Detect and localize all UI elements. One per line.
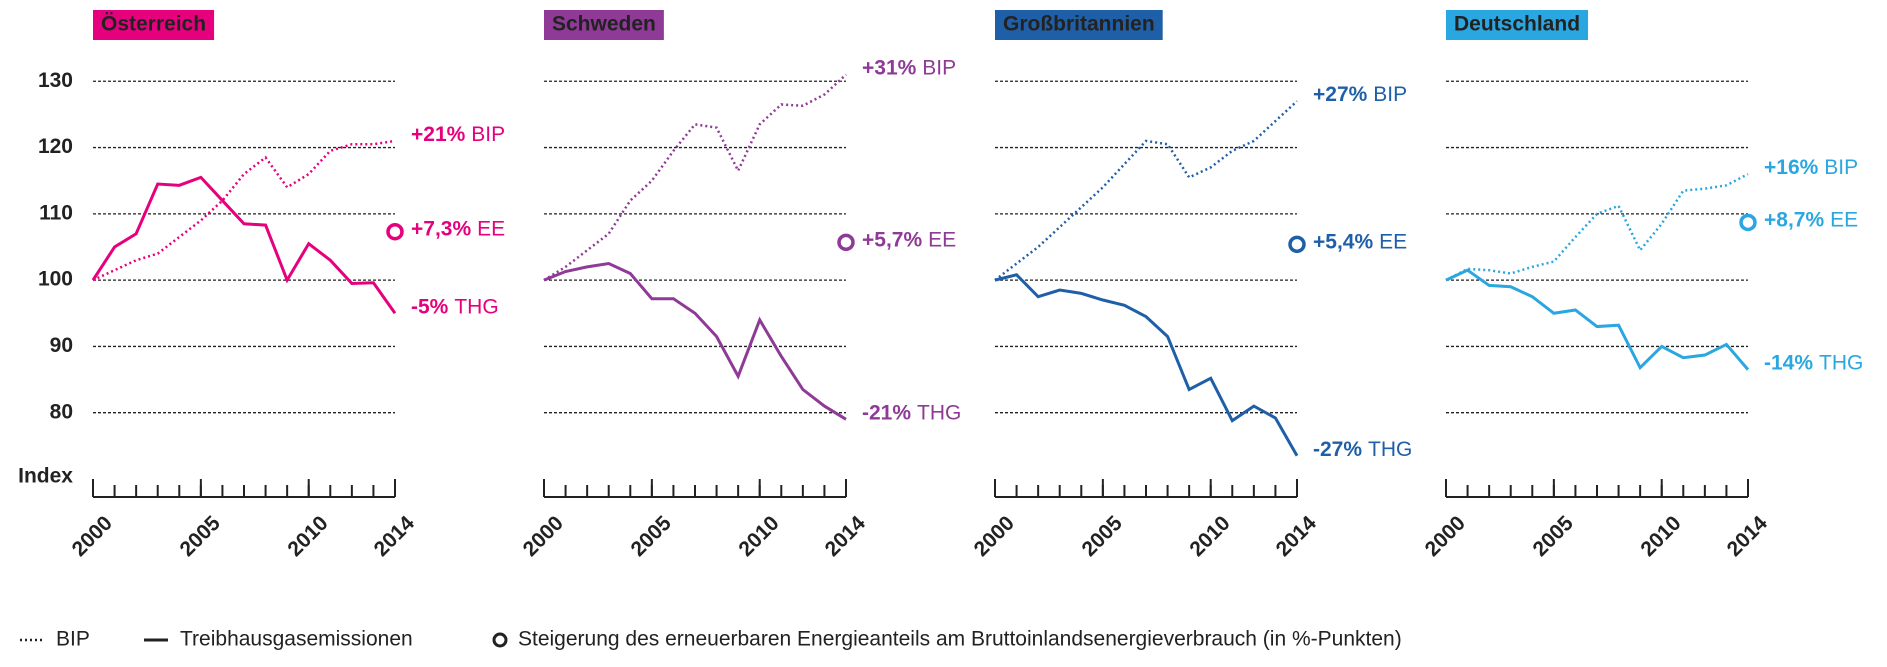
end-label-label: THG [917, 401, 961, 424]
end-label-change: -27% [1313, 437, 1362, 460]
end-label-label: BIP [1373, 83, 1407, 106]
ee-point [837, 233, 855, 252]
legend-bip: BIP [56, 628, 90, 651]
x-tick-label: 2014 [821, 511, 871, 561]
ee-label-label: EE [477, 217, 505, 240]
end-label-label: THG [1368, 437, 1412, 460]
x-tick-label: 2010 [283, 512, 332, 561]
ee-label-label: EE [1830, 208, 1858, 231]
y-tick-label: 80 [50, 400, 73, 423]
panel-title: Schweden [552, 13, 656, 36]
y-tick-label: 100 [38, 268, 73, 291]
x-tick-label: 2000 [1421, 512, 1470, 561]
end-label: +31% BIP [862, 56, 956, 79]
x-tick-label: 2000 [519, 512, 568, 561]
y-axis-title: Index [18, 465, 73, 488]
x-tick-label: 2005 [1078, 511, 1128, 561]
ee-label-change: +5,4% [1313, 230, 1373, 253]
end-label: +16% BIP [1764, 156, 1858, 179]
end-label-label: THG [454, 295, 498, 318]
x-tick-label: 2014 [1272, 511, 1322, 561]
x-tick-label: 2000 [68, 512, 117, 561]
x-tick-label: 2005 [1529, 511, 1579, 561]
ee-label-change: +8,7% [1764, 208, 1824, 231]
legend-ee: Steigerung des erneuerbaren Energieantei… [518, 628, 1402, 651]
panel-title-box [544, 10, 664, 40]
end-label: -27% THG [1313, 437, 1412, 460]
panel-title: Deutschland [1454, 13, 1580, 36]
end-label-label: BIP [471, 122, 505, 145]
end-label-change: +31% [862, 56, 917, 79]
legend-ee-swatch [492, 632, 508, 648]
legend-thg: Treibhausgasemissionen [180, 628, 413, 651]
ee-label-label: EE [1379, 230, 1407, 253]
end-label-change: +27% [1313, 83, 1368, 106]
end-label: -14% THG [1764, 351, 1863, 374]
x-tick-label: 2014 [370, 511, 420, 561]
ee-point [1288, 235, 1306, 254]
panel-title-box [1446, 10, 1589, 40]
end-label-label: BIP [1824, 156, 1858, 179]
panel-title-box [995, 10, 1163, 40]
x-tick-label: 2005 [627, 511, 677, 561]
bip-line [994, 100, 1298, 282]
bip-line [1445, 172, 1749, 282]
end-label: +21% BIP [411, 122, 505, 145]
bip-line [92, 139, 396, 282]
x-tick-label: 2010 [1185, 512, 1234, 561]
end-label: -21% THG [862, 401, 961, 424]
x-tick-label: 2014 [1723, 511, 1773, 561]
y-tick-label: 110 [39, 201, 73, 224]
end-label: -5% THG [411, 295, 499, 318]
end-label-label: THG [1819, 351, 1863, 374]
y-tick-label: 120 [38, 135, 73, 158]
x-tick-label: 2010 [1636, 512, 1685, 561]
x-tick-label: 2000 [970, 512, 1019, 561]
thg-line [91, 175, 397, 315]
ee-label-change: +5,7% [862, 228, 922, 251]
end-label-change: +21% [411, 122, 466, 145]
thg-line [543, 262, 847, 421]
end-label-change: -5% [411, 295, 449, 318]
thg-line [1445, 268, 1750, 371]
ee-label: +5,7% EE [862, 228, 956, 251]
ee-label: +7,3% EE [411, 217, 505, 240]
y-tick-label: 130 [38, 69, 73, 92]
panel-title-box [93, 10, 215, 40]
ee-point [386, 222, 404, 241]
x-tick-label: 2005 [176, 511, 226, 561]
end-label: +27% BIP [1313, 83, 1407, 106]
panel-title: Großbritannien [1003, 13, 1155, 36]
panel-title: Österreich [101, 13, 206, 36]
end-label-change: -21% [862, 401, 911, 424]
ee-label-label: EE [928, 228, 956, 251]
x-tick-label: 2010 [734, 512, 783, 561]
ee-label: +8,7% EE [1764, 208, 1858, 231]
ee-label-change: +7,3% [411, 217, 471, 240]
y-tick-label: 90 [50, 334, 73, 357]
ee-point [1739, 213, 1757, 232]
ee-label: +5,4% EE [1313, 230, 1407, 253]
end-label-change: +16% [1764, 156, 1819, 179]
thg-line [994, 273, 1299, 457]
end-label-label: BIP [922, 56, 956, 79]
bip-line [543, 73, 847, 282]
end-label-change: -14% [1764, 351, 1813, 374]
